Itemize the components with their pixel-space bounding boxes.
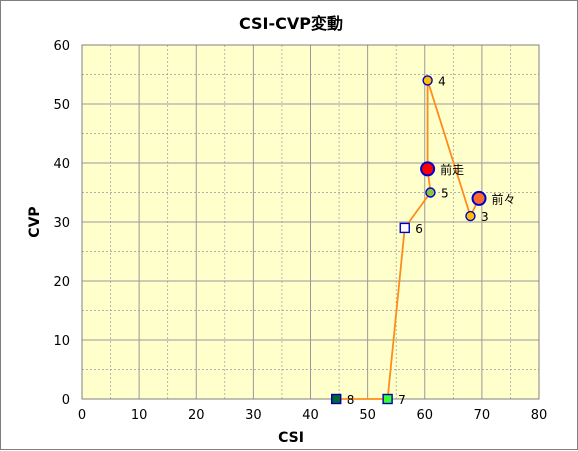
data-point-marker (382, 393, 393, 405)
x-tick-label: 20 (188, 408, 205, 423)
data-point-marker (420, 161, 436, 177)
x-tick-label: 50 (359, 408, 376, 423)
y-tick-label: 60 (53, 39, 70, 54)
series-points (331, 75, 487, 405)
data-point-label: 8 (347, 393, 355, 407)
data-point-marker (331, 393, 342, 405)
data-point-label: 4 (438, 74, 446, 88)
x-axis-ticks: 0 10 20 30 40 50 60 70 80 (78, 408, 547, 423)
y-axis-ticks: 0 10 20 30 40 50 60 (53, 39, 70, 408)
data-point-label: 7 (398, 393, 406, 407)
y-axis-title: CVP (27, 206, 43, 237)
y-tick-label: 30 (53, 216, 70, 231)
x-tick-label: 0 (78, 408, 86, 423)
y-tick-label: 0 (62, 393, 70, 408)
x-tick-label: 80 (531, 408, 548, 423)
data-point-marker (465, 210, 476, 222)
data-point-label: 5 (441, 187, 449, 201)
data-point-label: 前々 (492, 191, 516, 206)
data-point-label: 前走 (440, 162, 464, 177)
y-tick-label: 10 (53, 334, 70, 349)
y-tick-label: 20 (53, 275, 70, 290)
data-point-marker (422, 75, 433, 86)
data-point-label: 6 (415, 222, 423, 236)
data-point-marker (471, 190, 487, 206)
major-grid (81, 44, 540, 400)
x-tick-label: 40 (302, 408, 319, 423)
chart-title: CSI-CVP変動 (239, 14, 343, 33)
data-point-marker (399, 222, 410, 234)
series-line (336, 80, 480, 400)
x-tick-label: 30 (245, 408, 262, 423)
data-point-label: 3 (481, 210, 489, 224)
point-labels: 8 7 6 5 前走 4 3前々 (347, 74, 516, 407)
series-path (336, 80, 480, 400)
x-tick-label: 60 (416, 408, 433, 423)
plot-border (81, 44, 540, 400)
y-tick-label: 50 (53, 98, 70, 113)
data-point-marker (425, 187, 436, 198)
x-tick-label: 70 (474, 408, 491, 423)
y-tick-label: 40 (53, 157, 70, 172)
x-axis-title: CSI (278, 430, 304, 446)
x-tick-label: 10 (131, 408, 148, 423)
